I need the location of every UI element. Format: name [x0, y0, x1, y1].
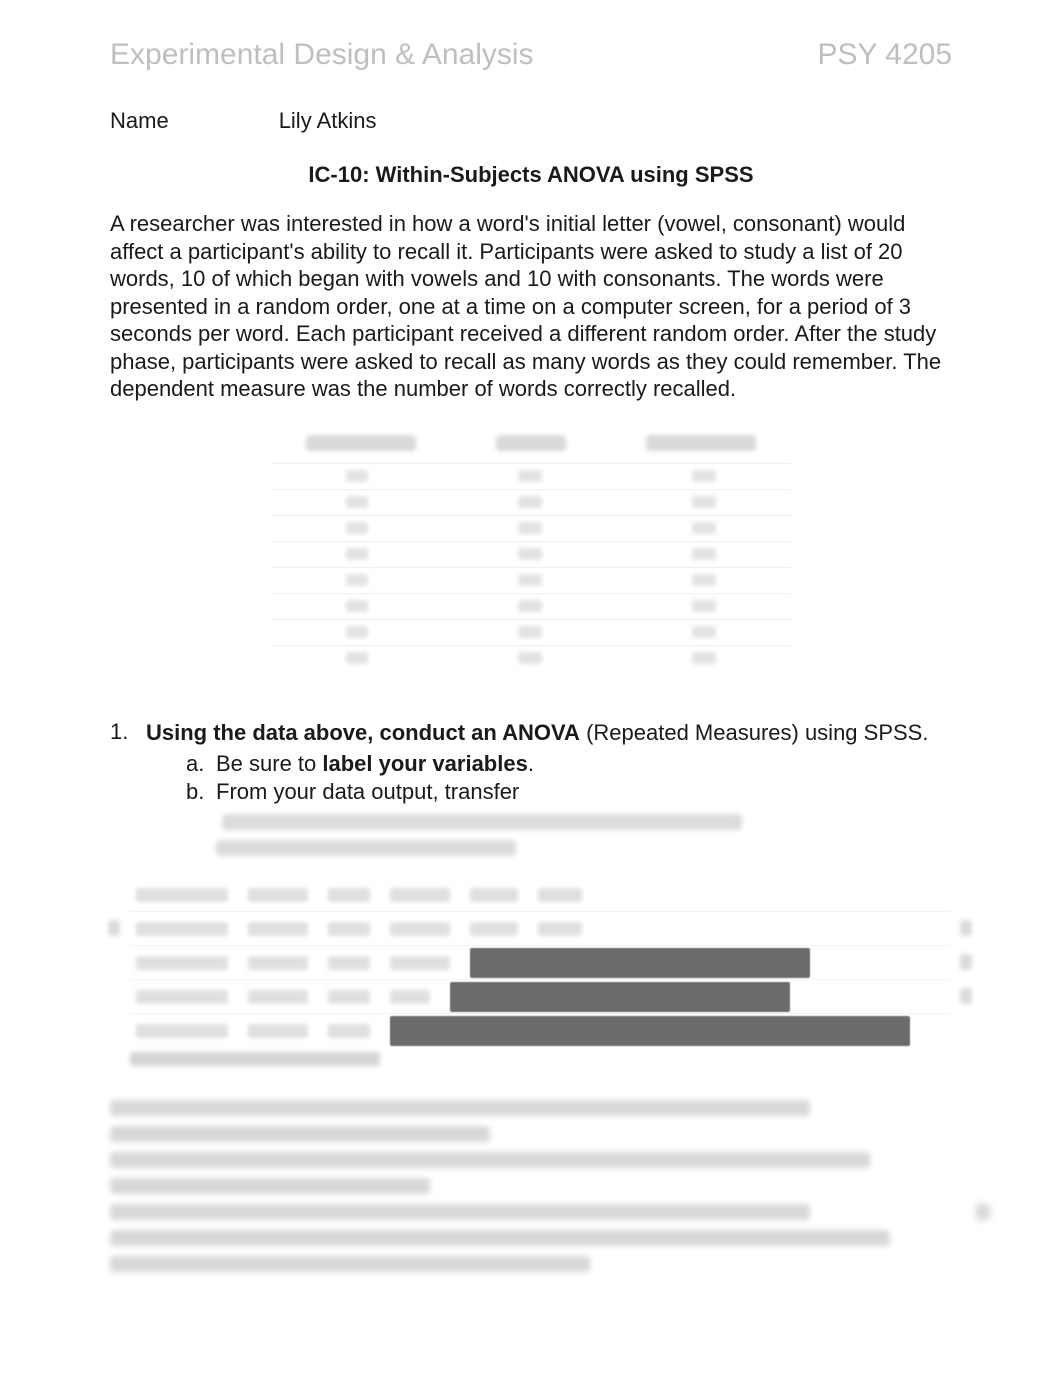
anova-footnote-blurred — [130, 1052, 380, 1066]
anova-row — [130, 980, 950, 1014]
question-bold: Using the data above, conduct an ANOVA — [146, 720, 580, 745]
margin-mark — [976, 1204, 990, 1220]
blurred-line — [110, 1152, 870, 1168]
anova-row — [130, 1014, 950, 1048]
question-1: 1. Using the data above, conduct an ANOV… — [110, 719, 952, 857]
document-page: Experimental Design & Analysis PSY 4205 … — [0, 0, 1062, 1377]
page-header: Experimental Design & Analysis PSY 4205 — [110, 38, 952, 72]
blurred-line — [110, 1178, 430, 1194]
blurred-line — [110, 1256, 590, 1272]
sub-a-tail: . — [528, 751, 534, 776]
col-header-placeholder — [646, 435, 756, 451]
header-left: Experimental Design & Analysis — [110, 38, 534, 72]
header-right: PSY 4205 — [817, 38, 952, 72]
blurred-line — [110, 1230, 890, 1246]
blurred-text — [222, 814, 742, 830]
question-rest: (Repeated Measures) using SPSS. — [580, 720, 929, 745]
blurred-text — [216, 840, 516, 856]
table-row — [271, 645, 791, 671]
data-table-body — [271, 463, 791, 671]
anova-table-blurred — [130, 878, 950, 1066]
question-body: Using the data above, conduct an ANOVA (… — [146, 719, 952, 857]
sub-question-list: a. Be sure to label your variables. b. F… — [146, 750, 952, 856]
redacted-cell — [450, 982, 790, 1012]
name-row: Name Lily Atkins — [110, 108, 952, 134]
redacted-cell — [470, 948, 810, 978]
blurred-line — [110, 1204, 810, 1220]
margin-mark — [960, 920, 972, 936]
table-row — [271, 489, 791, 515]
sub-b-lead: From your data output, transfer — [216, 779, 519, 804]
table-row — [271, 515, 791, 541]
sub-a-lead: Be sure to — [216, 751, 322, 776]
table-row — [271, 567, 791, 593]
sub-letter: b. — [186, 778, 216, 856]
table-row — [271, 541, 791, 567]
sub-a-bold: label your variables — [322, 751, 527, 776]
answer-paragraph-blurred — [110, 1100, 952, 1272]
question-list: 1. Using the data above, conduct an ANOV… — [110, 719, 952, 857]
name-value: Lily Atkins — [279, 108, 377, 134]
margin-mark — [960, 988, 972, 1004]
sub-body: From your data output, transfer — [216, 778, 952, 856]
data-table-header — [271, 429, 791, 457]
table-row — [271, 593, 791, 619]
margin-mark — [960, 954, 972, 970]
sub-body: Be sure to label your variables. — [216, 750, 952, 778]
blurred-line — [110, 1126, 490, 1142]
sub-question-b: b. From your data output, transfer — [186, 778, 952, 856]
table-row — [271, 463, 791, 489]
question-number: 1. — [110, 719, 146, 857]
col-header-placeholder — [306, 435, 416, 451]
data-table-blurred — [271, 429, 791, 671]
anova-row — [130, 946, 950, 980]
sub-letter: a. — [186, 750, 216, 778]
name-label: Name — [110, 108, 169, 134]
document-title: IC-10: Within-Subjects ANOVA using SPSS — [110, 162, 952, 188]
anova-row — [130, 912, 950, 946]
col-header-placeholder — [496, 435, 566, 451]
margin-mark — [108, 920, 120, 936]
anova-header-row — [130, 878, 950, 912]
table-row — [271, 619, 791, 645]
intro-paragraph: A researcher was interested in how a wor… — [110, 210, 952, 403]
question-text: Using the data above, conduct an ANOVA (… — [146, 719, 952, 747]
sub-question-a: a. Be sure to label your variables. — [186, 750, 952, 778]
blurred-line — [110, 1100, 810, 1116]
redacted-cell — [390, 1016, 910, 1046]
